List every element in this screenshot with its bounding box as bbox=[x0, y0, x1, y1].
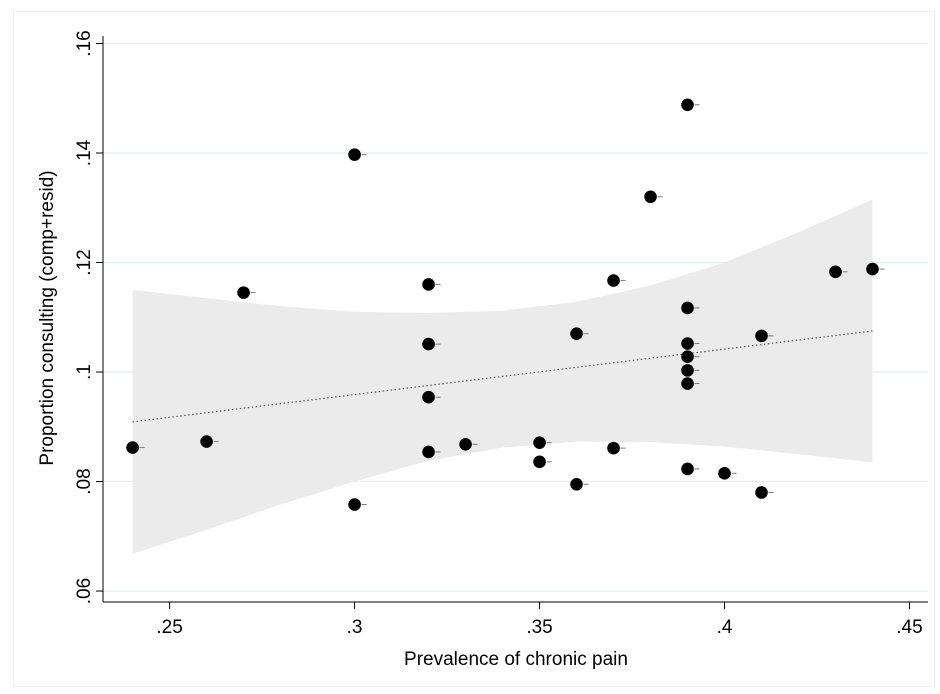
data-point bbox=[422, 337, 435, 351]
data-point bbox=[200, 435, 213, 448]
data-point bbox=[422, 390, 435, 404]
x-tick-label: .35 bbox=[526, 617, 552, 638]
data-point bbox=[570, 327, 583, 340]
y-tick-label: .08 bbox=[74, 468, 95, 494]
data-point bbox=[681, 337, 694, 350]
data-point bbox=[348, 498, 361, 511]
axes: .06 .08 .1 .12 .14 .16 .25 .3 .35 .4 .45 bbox=[74, 30, 928, 638]
data-point bbox=[866, 262, 879, 276]
data-point bbox=[237, 286, 250, 299]
data-point bbox=[755, 329, 768, 343]
x-axis-label: Prevalence of chronic pain bbox=[404, 649, 628, 670]
data-point bbox=[681, 350, 694, 363]
data-point bbox=[422, 445, 435, 459]
data-point bbox=[681, 364, 694, 377]
data-point bbox=[718, 467, 731, 480]
data-point bbox=[681, 462, 694, 476]
fit-line-layer bbox=[132, 330, 873, 423]
data-point bbox=[533, 436, 546, 449]
data-point bbox=[755, 486, 768, 499]
data-point bbox=[681, 377, 694, 390]
y-tick-label: .14 bbox=[74, 139, 95, 166]
data-point bbox=[570, 477, 583, 491]
data-point bbox=[681, 98, 694, 112]
data-point bbox=[607, 441, 620, 455]
data-points bbox=[126, 98, 885, 511]
y-tick-label: .12 bbox=[74, 249, 95, 275]
data-point bbox=[681, 301, 694, 315]
x-tick-label: .3 bbox=[347, 617, 363, 638]
x-tick-label: .25 bbox=[156, 617, 182, 638]
y-tick-label: .16 bbox=[74, 30, 95, 56]
y-axis-label: Proportion consulting (comp+resid) bbox=[37, 170, 58, 465]
x-tick-label: .4 bbox=[717, 617, 733, 638]
y-tick-label: .1 bbox=[74, 364, 95, 380]
data-point bbox=[533, 455, 546, 469]
data-point bbox=[644, 190, 657, 204]
data-point bbox=[459, 437, 472, 451]
x-tick-label: .45 bbox=[896, 617, 922, 638]
data-point bbox=[422, 278, 435, 291]
data-point bbox=[348, 148, 361, 161]
fitted-line bbox=[132, 330, 873, 423]
data-point bbox=[607, 274, 620, 287]
y-tick-label: .06 bbox=[74, 578, 95, 604]
data-point bbox=[829, 265, 842, 279]
data-point bbox=[126, 441, 139, 454]
